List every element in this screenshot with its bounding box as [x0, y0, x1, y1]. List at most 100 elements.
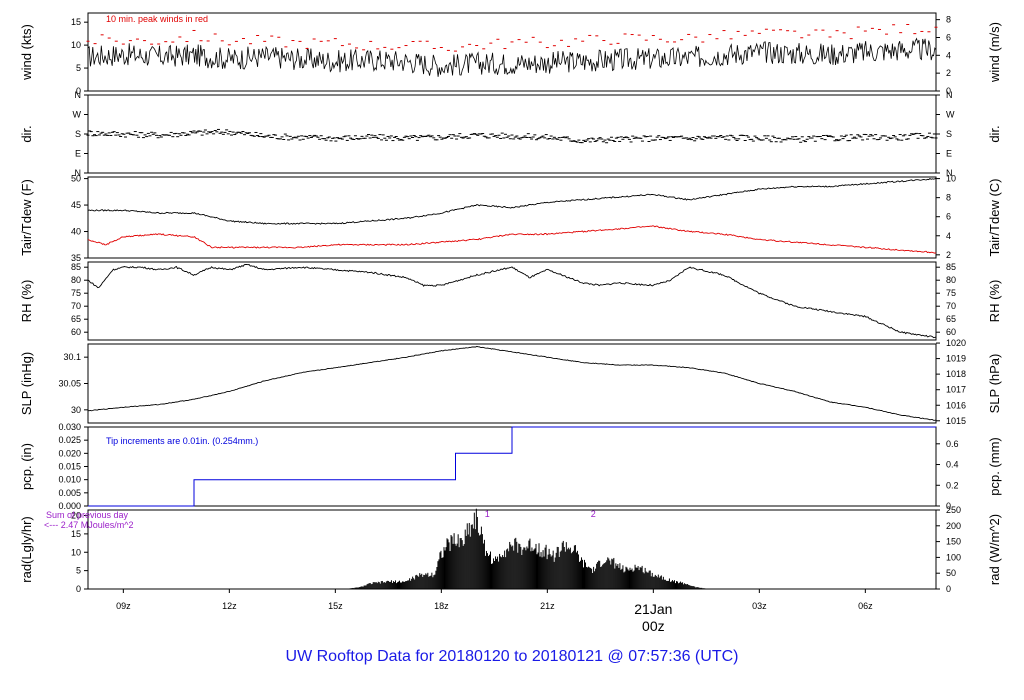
right-tick-label: 4 — [946, 50, 951, 60]
panel-frame-temp — [87, 176, 937, 259]
right-tick-label: 8 — [946, 193, 951, 203]
x-tick-label: 21z — [540, 601, 555, 611]
right-tick-label: 6 — [946, 212, 951, 222]
left-tick-label: 50 — [71, 174, 81, 184]
x-tick-label-midnight: 00z — [642, 618, 665, 634]
radiation-day-marker: 2 — [591, 509, 596, 519]
right-tick-label: S — [946, 129, 952, 139]
ylabel-right-rh: RH (%) — [987, 280, 1002, 323]
left-tick-label: 40 — [71, 227, 81, 237]
right-tick-label: 8 — [946, 15, 951, 25]
x-date-label: 21Jan — [634, 601, 672, 617]
left-tick-label: 45 — [71, 200, 81, 210]
right-tick-label: 4 — [946, 231, 951, 241]
right-tick-label: N — [946, 168, 953, 178]
ylabel-left-rh: RH (%) — [19, 280, 34, 323]
annotation-wind: 10 min. peak winds in red — [106, 14, 208, 24]
left-tick-label: 60 — [71, 327, 81, 337]
left-tick-label: 70 — [71, 301, 81, 311]
ylabel-right-rad: rad (W/m^2) — [987, 514, 1002, 585]
left-tick-label: 75 — [71, 288, 81, 298]
right-tick-label: E — [946, 149, 952, 159]
right-tick-label: 1015 — [946, 416, 966, 426]
radiation-day-marker: 1 — [485, 509, 490, 519]
annotation-pcp: Tip increments are 0.01in. (0.254mm.) — [106, 436, 258, 446]
x-tick-label: 03z — [752, 601, 767, 611]
series-line-rh — [87, 263, 937, 339]
left-tick-label: 85 — [71, 262, 81, 272]
ylabel-right-temp: Tair/Tdew (C) — [987, 178, 1002, 256]
left-tick-label: 35 — [71, 253, 81, 263]
left-tick-label: 20 — [71, 511, 81, 521]
left-tick-label: 10 — [71, 40, 81, 50]
annotation-rad-value: <--- 2.47 MJoules/m^2 — [44, 520, 134, 530]
ylabel-left-rad: rad(Lgly/hr) — [19, 516, 34, 582]
ylabel-left-slp: SLP (inHg) — [19, 352, 34, 415]
left-tick-label: 80 — [71, 275, 81, 285]
ylabel-left-pcp: pcp. (in) — [19, 443, 34, 490]
left-tick-label: 5 — [76, 63, 81, 73]
right-tick-label: 0 — [946, 584, 951, 594]
ylabel-left-wind: wind (kts) — [19, 24, 34, 81]
right-tick-label: 1020 — [946, 338, 966, 348]
left-tick-label: 0.000 — [58, 501, 81, 511]
x-tick-label: 15z — [328, 601, 343, 611]
left-tick-label: 0 — [76, 584, 81, 594]
left-tick-label: 0.025 — [58, 435, 81, 445]
right-tick-label: 2 — [946, 68, 951, 78]
series-line-air — [87, 177, 937, 225]
page-title: UW Rooftop Data for 20180120 to 20180121… — [285, 648, 739, 665]
right-tick-label: 0.2 — [946, 480, 959, 490]
left-tick-label: 0 — [76, 86, 81, 96]
left-tick-label: 65 — [71, 314, 81, 324]
left-tick-label: 30.05 — [58, 379, 81, 389]
left-tick-label: 30 — [71, 405, 81, 415]
right-tick-label: 0 — [946, 501, 951, 511]
ylabel-left-dir: dir. — [19, 125, 34, 142]
right-tick-label: 0.4 — [946, 460, 959, 470]
left-tick-label: 0.010 — [58, 475, 81, 485]
left-tick-label: S — [75, 129, 81, 139]
x-tick-label: 06z — [858, 601, 873, 611]
right-tick-label: 80 — [946, 275, 956, 285]
left-tick-label: 15 — [71, 529, 81, 539]
right-tick-label: 2 — [946, 250, 951, 260]
left-tick-label: N — [75, 90, 82, 100]
x-tick-label: 12z — [222, 601, 237, 611]
left-tick-label: N — [75, 168, 82, 178]
right-tick-label: 6 — [946, 33, 951, 43]
right-tick-label: W — [946, 110, 955, 120]
right-tick-label: 10 — [946, 174, 956, 184]
x-tick-label: 09z — [116, 601, 131, 611]
annotation-rad-sum: Sum of previous day — [46, 510, 129, 520]
ylabel-right-pcp: pcp. (mm) — [987, 437, 1002, 496]
left-tick-label: 0.020 — [58, 448, 81, 458]
left-tick-label: 0.030 — [58, 422, 81, 432]
ylabel-right-dir: dir. — [987, 125, 1002, 142]
right-tick-label: 1018 — [946, 369, 966, 379]
right-tick-label: 1017 — [946, 385, 966, 395]
right-tick-label: 100 — [946, 552, 961, 562]
right-tick-label: 0.6 — [946, 439, 959, 449]
right-tick-label: 250 — [946, 505, 961, 515]
right-tick-label: 0 — [946, 86, 951, 96]
panel-frame-wind — [87, 12, 937, 92]
right-tick-label: 50 — [946, 568, 956, 578]
left-tick-label: 10 — [71, 547, 81, 557]
series-line-dew — [87, 225, 937, 254]
right-tick-label: 65 — [946, 314, 956, 324]
ylabel-right-wind: wind (m/s) — [987, 22, 1002, 83]
panel-frame-slp — [87, 343, 937, 424]
left-tick-label: W — [73, 110, 82, 120]
right-tick-label: 150 — [946, 537, 961, 547]
right-tick-label: 1019 — [946, 354, 966, 364]
right-tick-label: 75 — [946, 288, 956, 298]
left-tick-label: 0.015 — [58, 462, 81, 472]
series-line-wind-speed — [87, 37, 937, 77]
panel-frame-dir — [87, 94, 937, 174]
right-tick-label: 200 — [946, 521, 961, 531]
right-tick-label: 70 — [946, 301, 956, 311]
left-tick-label: E — [75, 149, 81, 159]
